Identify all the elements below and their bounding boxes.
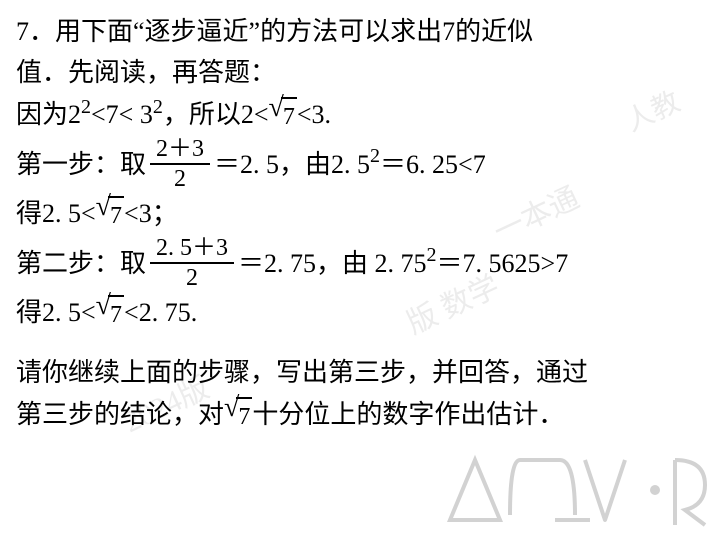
title-text-1: 7．用下面“逐步逼近”的方法可以求出7的近似 [16,12,533,51]
sqrt-value: 7 [281,97,297,135]
premise-part-2: <7< 3 [91,95,153,134]
exponent: 2 [370,141,380,171]
sqrt-expression: √ 7 [269,94,297,135]
closing-l2-p2: 十分位上的数字作出估计． [252,395,564,434]
premise-part-4: <3. [297,95,331,134]
step1-line-1: 第一步：取 2＋3 2 ＝2. 5，由2. 5 2 ＝6. 25<7 [16,137,704,191]
step1-mid: ＝2. 5，由2. 5 [214,145,370,184]
premise-part-3: ，所以2< [163,95,269,134]
step1-l2-p2: <3； [124,194,178,233]
sqrt-value: 7 [108,196,124,234]
step1-label: 第一步：取 [16,145,146,184]
closing-l1-text: 请你继续上面的步骤，写出第三步，并回答，通过 [16,353,588,392]
title-text-2: 值．先阅读，再答题： [16,53,276,92]
premise-part-1: 因为2 [16,95,81,134]
step2-l2-p1: 得2. 5< [16,293,96,332]
exponent: 2 [81,92,91,122]
closing-line-1: 请你继续上面的步骤，写出第三步，并回答，通过 [16,353,704,392]
step1-line-2: 得2. 5< √ 7 <3； [16,193,704,234]
sqrt-value: 7 [236,397,252,435]
closing-line-2: 第三步的结论，对 √ 7 十分位上的数字作出估计． [16,394,704,435]
step2-line-1: 第二步：取 2. 5＋3 2 ＝2. 75，由 2. 75 2 ＝7. 5625… [16,236,704,290]
step2-line-2: 得2. 5< √ 7 <2. 75. [16,292,704,333]
step1-end: ＝6. 25<7 [380,145,486,184]
step1-l2-p1: 得2. 5< [16,194,96,233]
sqrt-value: 7 [108,295,124,333]
fraction: 2. 5＋3 2 [150,236,234,290]
step2-end: ＝7. 5625>7 [437,244,569,283]
fraction-denominator: 2 [180,264,204,290]
exponent: 2 [153,92,163,122]
title-line-1: 7．用下面“逐步逼近”的方法可以求出7的近似 [16,12,704,51]
fraction-numerator: 2＋3 [150,137,210,165]
sqrt-expression: √ 7 [224,394,252,435]
title-line-2: 值．先阅读，再答题： [16,53,704,92]
step2-mid: ＝2. 75，由 2. 75 [238,244,427,283]
closing-l2-p1: 第三步的结论，对 [16,395,224,434]
problem-content: 7．用下面“逐步逼近”的方法可以求出7的近似 值．先阅读，再答题： 因为2 2 … [16,12,704,435]
watermark-logo-icon [440,430,720,550]
spacer [16,335,704,353]
exponent: 2 [427,240,437,270]
fraction: 2＋3 2 [150,137,210,191]
step2-l2-p2: <2. 75. [124,293,197,332]
fraction-denominator: 2 [168,165,192,191]
sqrt-expression: √ 7 [96,193,124,234]
step2-label: 第二步：取 [16,244,146,283]
fraction-numerator: 2. 5＋3 [150,236,234,264]
premise-line: 因为2 2 <7< 3 2 ，所以2< √ 7 <3. [16,94,704,135]
sqrt-expression: √ 7 [96,292,124,333]
